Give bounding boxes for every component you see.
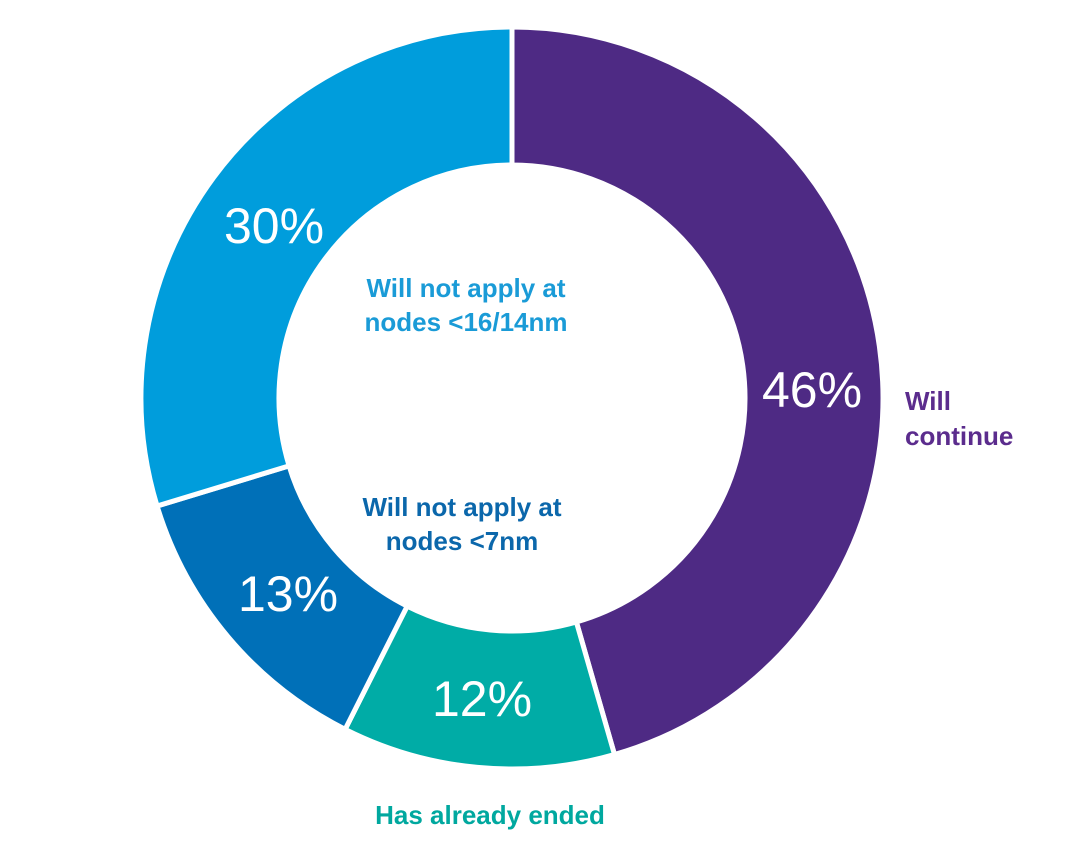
category-label-line: Will not apply at <box>366 273 565 303</box>
value-label-will-not-apply-at-nodes-16-14nm: 30% <box>224 198 324 254</box>
category-label-line: Will not apply at <box>362 492 561 522</box>
slices-group <box>138 24 886 772</box>
category-label-will-not-apply-at-nodes-7nm: Will not apply at nodes <7nm <box>362 492 561 556</box>
category-label-has-already-ended: Has already ended <box>375 800 605 830</box>
labels-group: 46% Will continue 12% Has already ended 13% Wi… <box>224 198 1013 830</box>
category-label-will-not-apply-at-nodes-16-14nm: Will not apply at nodes <16/14nm <box>364 273 567 337</box>
category-label-line: Will <box>905 386 951 416</box>
value-label-will-not-apply-at-nodes-7nm: 13% <box>238 566 338 622</box>
category-label-line: nodes <7nm <box>386 526 538 556</box>
category-label-line: nodes <16/14nm <box>364 307 567 337</box>
category-label-will-continue: Will continue <box>905 386 1013 451</box>
slice-will-not-apply-at-nodes-16-14nm <box>138 24 515 510</box>
value-label-will-continue: 46% <box>762 362 862 418</box>
category-label-line: Has already ended <box>375 800 605 830</box>
category-label-line: continue <box>905 421 1013 451</box>
slice-will-continue <box>509 24 886 758</box>
value-label-has-already-ended: 12% <box>432 671 532 727</box>
